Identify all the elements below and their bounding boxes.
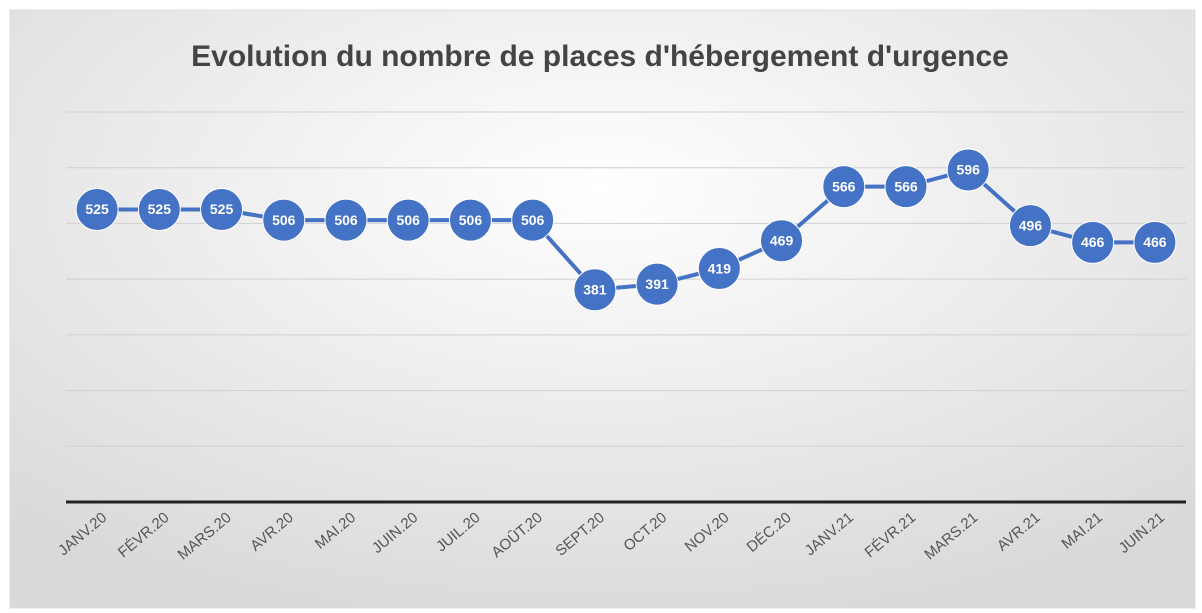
data-label: 566 [832,178,856,194]
data-label: 506 [397,212,421,228]
data-point [137,188,181,231]
data-label: 525 [148,201,172,217]
data-label: 506 [521,212,545,228]
data-point [1133,220,1177,264]
data-point [75,188,119,231]
data-point [262,198,306,242]
data-point [822,165,866,209]
data-label: 566 [894,178,918,194]
data-point [884,165,928,209]
data-point [200,188,244,231]
data-label: 391 [645,276,669,292]
data-point [386,198,430,242]
data-point [635,262,679,306]
data-label: 469 [770,232,794,248]
data-label: 466 [1081,234,1105,250]
data-label: 506 [459,212,483,228]
data-label: 496 [1019,217,1043,233]
data-label: 596 [957,162,981,178]
data-point [946,148,990,192]
data-point [573,268,617,312]
data-label: 381 [583,281,607,297]
data-point [697,247,741,291]
data-point [448,198,492,242]
data-point [1071,220,1115,264]
data-point [511,198,555,242]
data-label: 525 [210,201,234,217]
data-label: 525 [85,201,109,217]
data-point [1008,204,1052,248]
chart-title: Evolution du nombre de places d'hébergem… [191,40,1009,73]
data-label: 506 [334,212,358,228]
data-label: 466 [1143,234,1167,250]
data-label: 419 [708,260,732,276]
data-point [760,219,804,263]
data-point [324,198,368,242]
data-label: 506 [272,212,296,228]
